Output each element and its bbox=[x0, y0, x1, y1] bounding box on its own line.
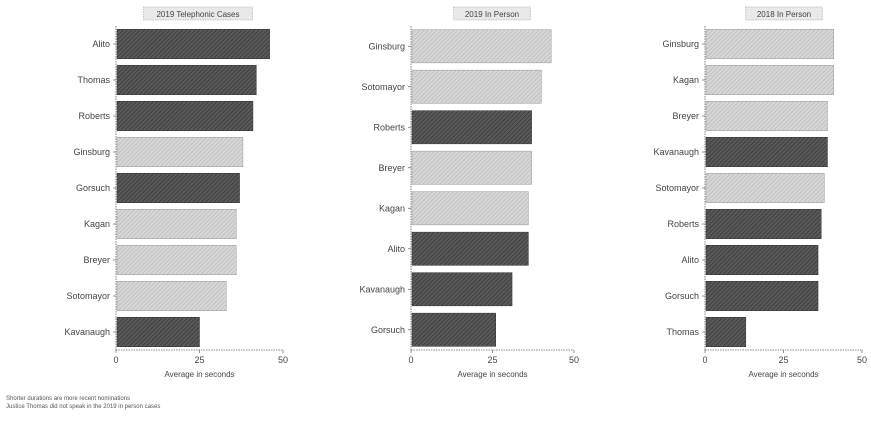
category-label: Breyer bbox=[378, 163, 405, 173]
bar-roberts bbox=[117, 101, 253, 131]
panel-title: 2018 In Person bbox=[757, 10, 811, 19]
x-tick-label: 25 bbox=[778, 355, 788, 365]
x-tick-label: 0 bbox=[113, 355, 118, 365]
category-label: Ginsburg bbox=[368, 41, 405, 51]
bar-kagan bbox=[117, 209, 236, 239]
panel-title: 2019 In Person bbox=[465, 10, 519, 19]
category-label: Roberts bbox=[373, 122, 405, 132]
bar-gorsuch bbox=[706, 281, 818, 311]
category-label: Thomas bbox=[666, 327, 699, 337]
bar-ginsburg bbox=[706, 29, 834, 59]
bar-kavanaugh bbox=[117, 317, 200, 347]
x-axis-title: Average in seconds bbox=[457, 370, 527, 379]
bar-roberts bbox=[706, 209, 821, 239]
category-label: Ginsburg bbox=[662, 39, 699, 49]
bar-sotomayor bbox=[412, 70, 541, 103]
x-tick-label: 25 bbox=[487, 355, 497, 365]
panel-title: 2019 Telephonic Cases bbox=[156, 10, 239, 19]
category-label: Breyer bbox=[83, 255, 110, 265]
bar-sotomayor bbox=[706, 173, 824, 203]
bar-alito bbox=[117, 29, 270, 59]
x-tick-label: 0 bbox=[408, 355, 413, 365]
bar-breyer bbox=[117, 245, 236, 275]
x-tick-label: 25 bbox=[194, 355, 204, 365]
bar-kagan bbox=[706, 65, 834, 95]
bar-alito bbox=[706, 245, 818, 275]
category-label: Alito bbox=[387, 244, 405, 254]
footnote-1: Shorter durations are more recent nomina… bbox=[6, 396, 130, 402]
x-axis-title: Average in seconds bbox=[748, 370, 818, 379]
category-label: Kagan bbox=[673, 75, 699, 85]
category-label: Gorsuch bbox=[371, 325, 405, 335]
chart-panel-2: 2019 In Person Ginsburg Sotomayor Roberts Br… bbox=[359, 7, 579, 379]
x-axis-title: Average in seconds bbox=[164, 370, 234, 379]
category-label: Sotomayor bbox=[66, 291, 110, 301]
category-label: Thomas bbox=[77, 75, 110, 85]
category-label: Kagan bbox=[84, 219, 110, 229]
bar-thomas bbox=[706, 317, 746, 347]
category-label: Sotomayor bbox=[361, 82, 405, 92]
bar-breyer bbox=[706, 101, 827, 131]
bar-kavanaugh bbox=[412, 273, 512, 306]
category-label: Kavanaugh bbox=[653, 147, 699, 157]
x-tick-label: 0 bbox=[702, 355, 707, 365]
category-label: Kavanaugh bbox=[64, 327, 110, 337]
footnote-2: Justice Thomas did not speak in the 2019… bbox=[6, 404, 160, 410]
chart-panel-1: 2019 Telephonic Cases Alito Thomas Roberts G… bbox=[64, 7, 288, 379]
bar-sotomayor bbox=[117, 281, 226, 311]
bar-roberts bbox=[412, 111, 532, 144]
bar-gorsuch bbox=[412, 313, 496, 346]
x-tick-label: 50 bbox=[278, 355, 288, 365]
chart-panel-3: 2018 In Person Ginsburg Kagan Breyer Kavanau… bbox=[653, 7, 867, 379]
category-label: Gorsuch bbox=[76, 183, 110, 193]
bar-alito bbox=[412, 232, 528, 265]
category-label: Breyer bbox=[672, 111, 699, 121]
category-label: Roberts bbox=[667, 219, 699, 229]
bar-breyer bbox=[412, 151, 532, 184]
category-label: Kavanaugh bbox=[359, 284, 405, 294]
category-label: Alito bbox=[681, 255, 699, 265]
bar-kavanaugh bbox=[706, 137, 827, 167]
x-tick-label: 50 bbox=[857, 355, 867, 365]
bar-kagan bbox=[412, 192, 528, 225]
category-label: Sotomayor bbox=[655, 183, 699, 193]
bar-thomas bbox=[117, 65, 256, 95]
category-label: Gorsuch bbox=[665, 291, 699, 301]
bar-ginsburg bbox=[412, 30, 551, 63]
category-label: Ginsburg bbox=[73, 147, 110, 157]
category-label: Alito bbox=[92, 39, 110, 49]
x-tick-label: 50 bbox=[569, 355, 579, 365]
category-label: Kagan bbox=[379, 203, 405, 213]
category-label: Roberts bbox=[78, 111, 110, 121]
bar-ginsburg bbox=[117, 137, 243, 167]
bar-gorsuch bbox=[117, 173, 240, 203]
